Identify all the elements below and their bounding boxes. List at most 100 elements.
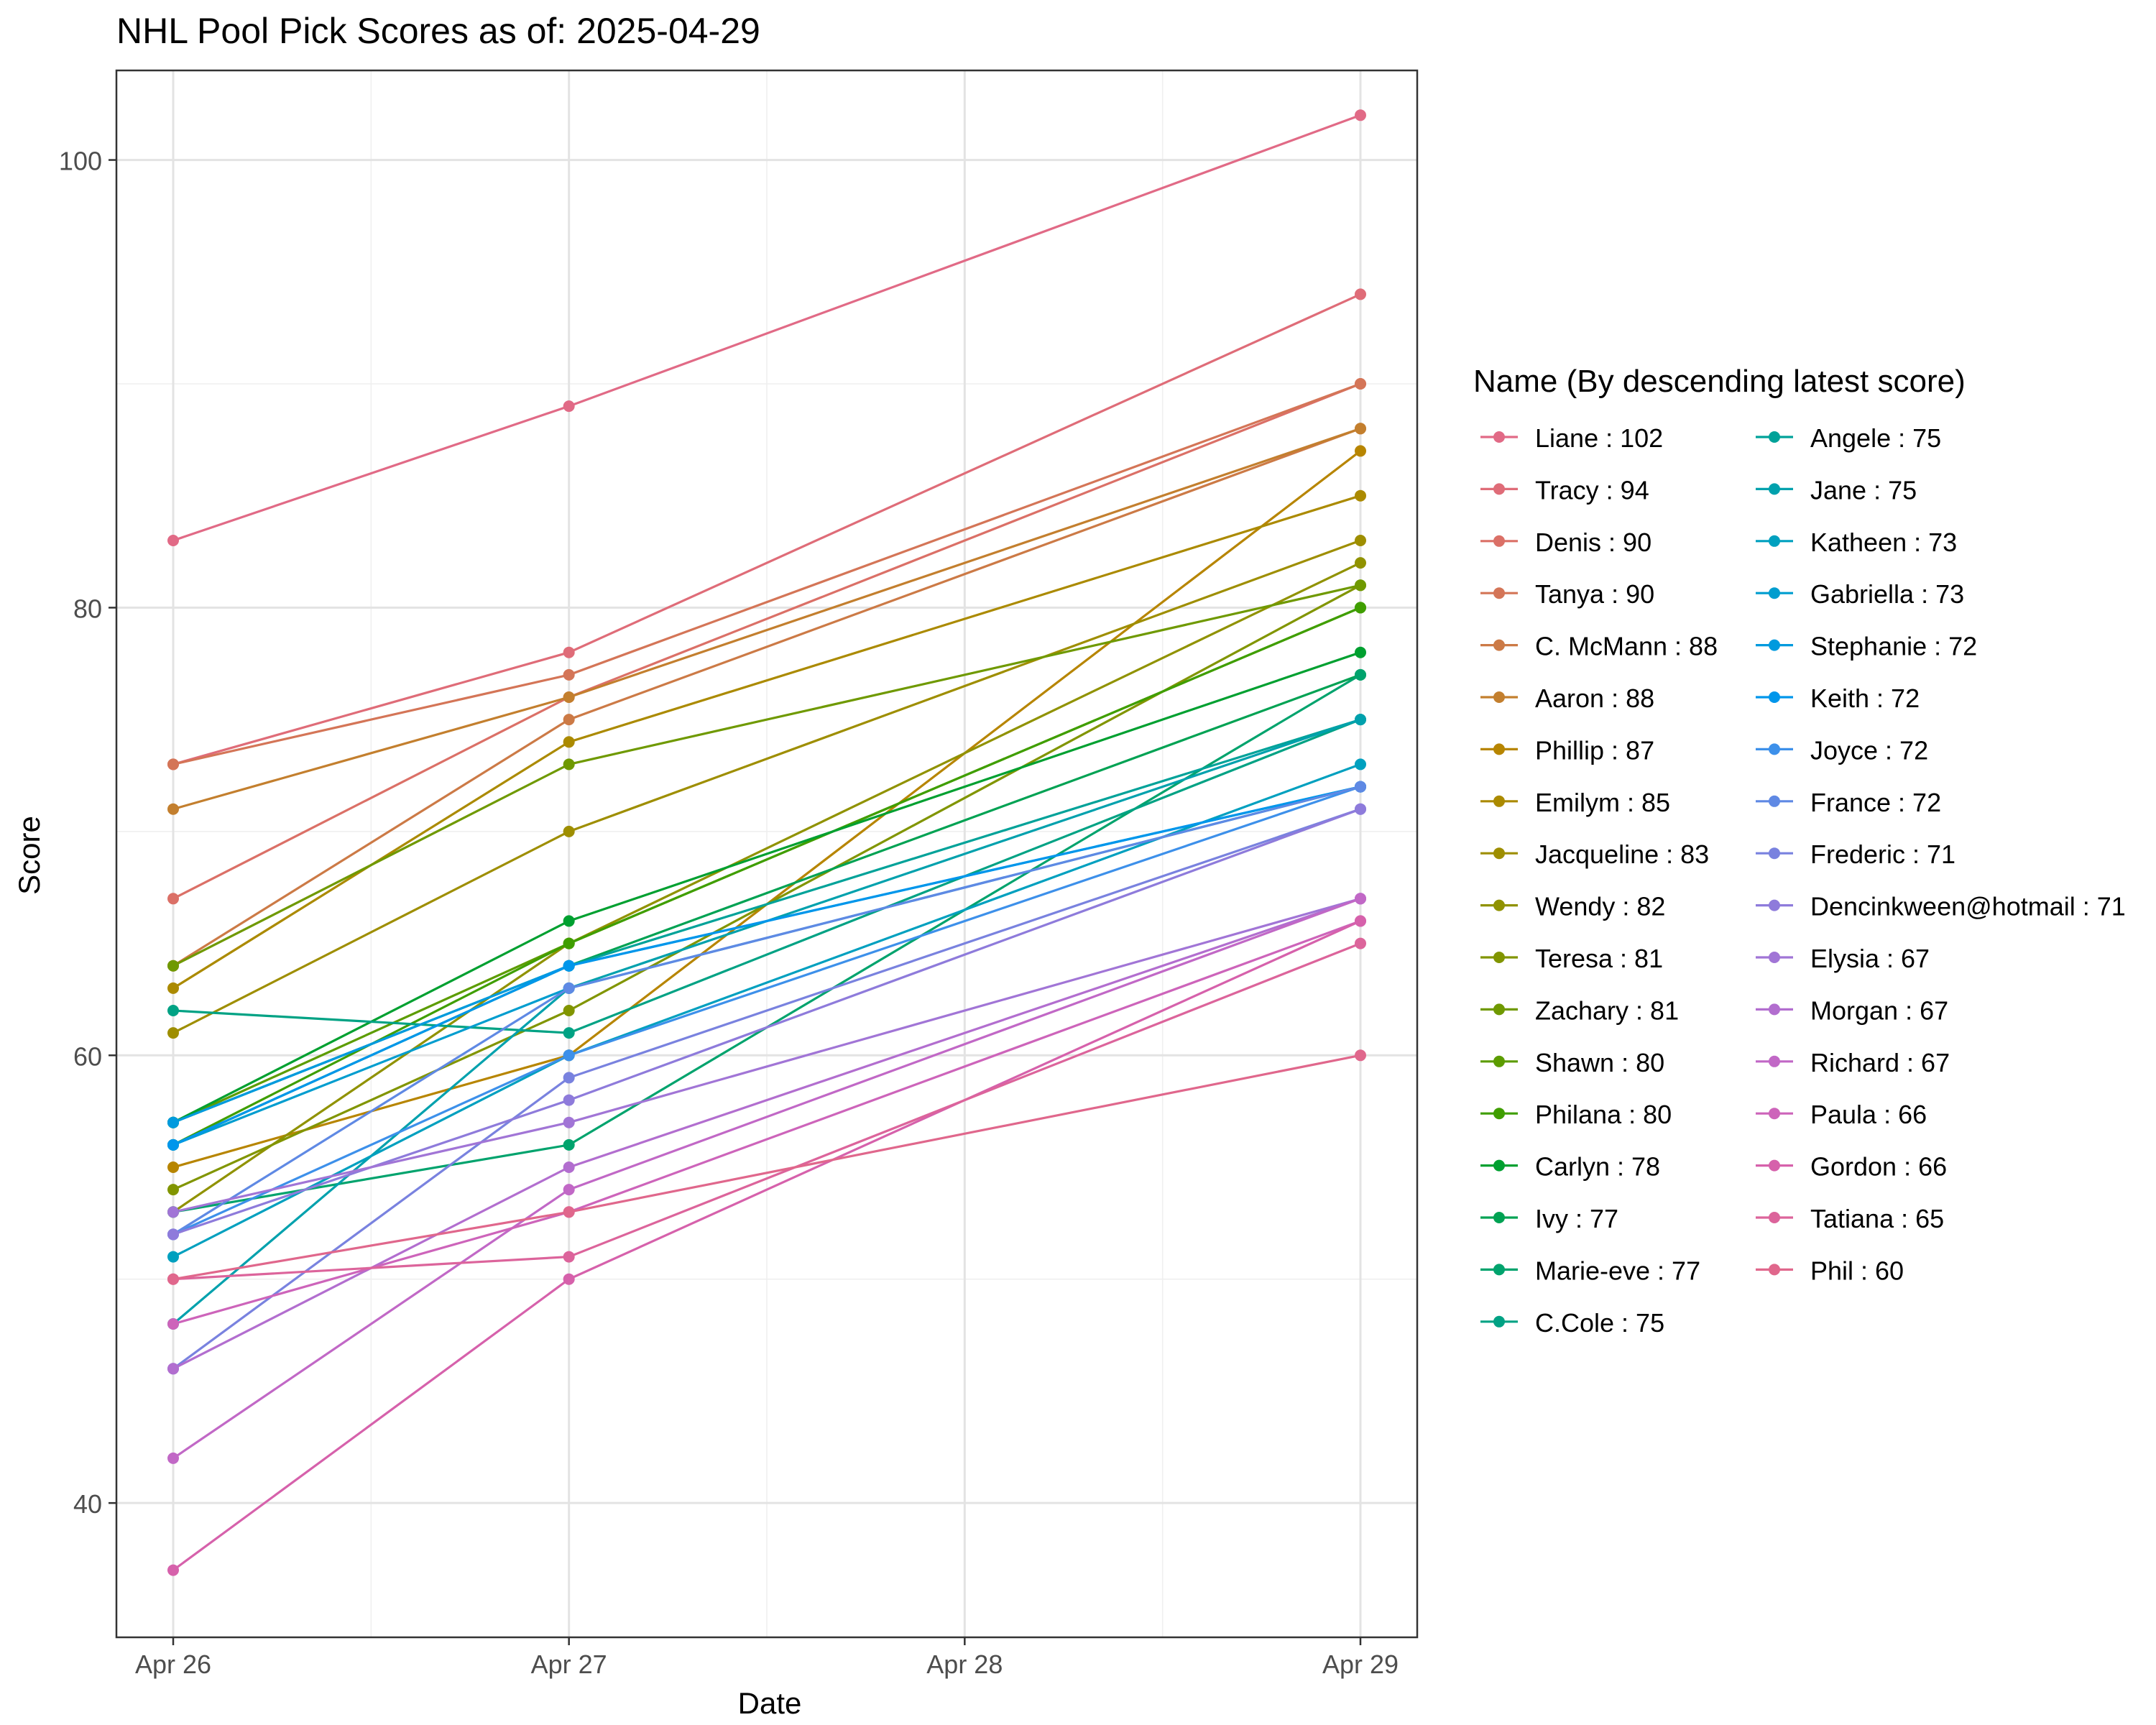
series-point [563,758,575,770]
legend-item: Teresa : 81 [1480,944,1663,973]
series-point [563,714,575,726]
legend-key-point [1769,431,1780,443]
series-point [1355,489,1366,502]
legend-item: Joyce : 72 [1756,735,1928,765]
legend-title: Name (By descending latest score) [1473,364,1966,399]
series-point [563,1027,575,1039]
series-point [563,1184,575,1196]
series-point [1355,535,1366,546]
series-point [1355,557,1366,569]
x-tick-label: Apr 29 [1322,1650,1399,1679]
legend-item: Richard : 67 [1756,1048,1950,1077]
legend-item: C.Cole : 75 [1480,1308,1664,1338]
series-points [167,109,1366,1576]
legend-item: Stephanie : 72 [1756,632,1977,661]
legend-item: Emilym : 85 [1480,788,1670,817]
legend-item: Gabriella : 73 [1756,579,1964,609]
series-point [1355,288,1366,300]
legend-key-point [1769,952,1780,963]
series-point [167,758,179,770]
legend-label: Tatiana : 65 [1810,1204,1944,1233]
series-point [167,1027,179,1039]
series-point [1355,937,1366,949]
legend-key-point [1769,1159,1780,1172]
legend-label: Shawn : 80 [1535,1048,1664,1077]
series-point [1355,423,1366,435]
series-point [1355,714,1366,726]
series-point [167,1228,179,1241]
legend-label: Phillip : 87 [1535,735,1654,765]
legend-label: Marie-eve : 77 [1535,1256,1700,1285]
series-point [563,691,575,703]
legend-item: Tanya : 90 [1480,579,1654,609]
legend-label: Angele : 75 [1810,423,1941,453]
legend-key-point [1769,743,1780,755]
legend-label: Elysia : 67 [1810,944,1930,973]
y-axis-label: Score [12,816,46,895]
legend-label: Dencinkween@hotmail : 71 [1810,892,2126,921]
legend-key-point [1769,899,1780,911]
legend-key-point [1493,535,1505,547]
legend-item: Frederic : 71 [1756,840,1955,869]
legend-item: Jacqueline : 83 [1480,840,1709,869]
series-point [563,668,575,681]
series-point [167,893,179,905]
legend-label: Frederic : 71 [1810,840,1955,869]
legend-key-point [1493,952,1505,963]
legend-label: Ivy : 77 [1535,1204,1618,1233]
legend-item: Morgan : 67 [1756,995,1948,1025]
series-point [167,1116,179,1128]
series-point [563,1138,575,1151]
series-point [563,400,575,413]
legend-key-point [1493,691,1505,703]
legend-key-point [1493,1315,1505,1328]
legend-item: Gordon : 66 [1756,1152,1947,1182]
legend-key-point [1769,587,1780,599]
legend-item: Angele : 75 [1756,423,1941,453]
legend-item: Tatiana : 65 [1756,1204,1944,1233]
series-point [167,535,179,546]
legend-label: Wendy : 82 [1535,892,1665,921]
legend-item: Dencinkween@hotmail : 71 [1756,892,2126,921]
legend-label: Jane : 75 [1810,475,1917,505]
legend-label: Gabriella : 73 [1810,579,1964,609]
grid-lines [116,70,1417,1637]
series-point [167,1273,179,1285]
legend-item: Liane : 102 [1480,423,1663,453]
legend-item: Katheen : 73 [1756,528,1957,557]
legend-key-point [1769,795,1780,807]
legend-label: Phil : 60 [1810,1256,1904,1285]
legend-item: Ivy : 77 [1480,1204,1618,1233]
legend-label: France : 72 [1810,788,1941,817]
legend-item: Shawn : 80 [1480,1048,1664,1077]
legend-item: Aaron : 88 [1480,684,1654,713]
series-point [563,646,575,658]
legend-key-point [1493,1212,1505,1223]
legend-label: Stephanie : 72 [1810,632,1977,661]
legend-label: Paula : 66 [1810,1100,1927,1129]
legend-label: Tanya : 90 [1535,579,1654,609]
chart-title: NHL Pool Pick Scores as of: 2025-04-29 [116,11,760,51]
legend-key-point [1493,1264,1505,1276]
series-point [167,1452,179,1464]
series-point [563,915,575,927]
x-axis-label: Date [738,1686,802,1720]
legend-item: Philana : 80 [1480,1100,1672,1129]
series-point [167,1564,179,1576]
legend-key-point [1493,483,1505,495]
series-point [167,1206,179,1218]
series-point [563,1251,575,1263]
legend-key-point [1769,1055,1780,1067]
legend-item: Tracy : 94 [1480,475,1649,505]
series-point [1355,668,1366,681]
series-point [167,1138,179,1151]
series-point [167,1363,179,1375]
legend-label: C. McMann : 88 [1535,632,1718,661]
legend-key-point [1769,1212,1780,1223]
axes: 40 60 80 100 Apr 26 Apr 27 Apr 28 Apr 29 [59,69,1419,1679]
legend-item: Elysia : 67 [1756,944,1930,973]
legend-label: Zachary : 81 [1535,995,1679,1025]
series-point [1355,579,1366,592]
series-point [1355,445,1366,457]
legend-label: Richard : 67 [1810,1048,1950,1077]
